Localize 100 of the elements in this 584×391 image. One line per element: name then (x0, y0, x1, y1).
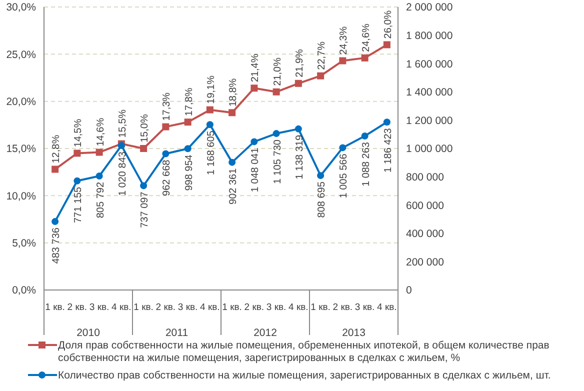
y-tick-label: 5,0% (12, 238, 36, 250)
data-label: 483 736 (51, 227, 62, 264)
data-label: 1 048 041 (250, 147, 262, 192)
point (339, 57, 346, 64)
point (140, 182, 148, 190)
x-tick-label: 3 кв. (354, 302, 375, 313)
data-label: 15,0% (140, 114, 151, 142)
point (250, 84, 258, 92)
text: 2011 (165, 327, 188, 339)
point (96, 172, 103, 180)
point (250, 138, 258, 146)
point (317, 72, 324, 80)
data-label: 17,3% (162, 92, 173, 121)
data-label: 24,6% (360, 23, 372, 52)
point (294, 125, 302, 132)
x-tick-label: 4 кв. (377, 302, 397, 313)
data-label: 771 155 (73, 186, 84, 224)
x-tick-label: 2 кв. (67, 302, 88, 313)
legend-label: Количество прав собственности на жилые помещения, зарегистрированных в сделках с жильем, шт. (58, 370, 551, 382)
legend-label: Доля прав собственности на жилые помещения, обремененных ипотекой, в общем количестве прав собственности на жилые помещения, зарегистрированных в сделках с жильем, % (58, 340, 550, 364)
text: 2013 (342, 327, 366, 339)
data-label: 15,5% (117, 109, 128, 138)
data-label: 962 668 (162, 159, 173, 196)
data-label: 24,3% (338, 26, 350, 55)
point (96, 148, 103, 156)
point (140, 145, 148, 152)
y2-tick-label: 600 000 (406, 200, 444, 212)
point (228, 158, 236, 166)
point (361, 132, 368, 140)
data-label: 19,1% (206, 75, 217, 104)
y2-tick-label: 0 (406, 284, 412, 297)
y2-tick-label: 2 000 000 (406, 2, 453, 14)
data-label: 18,8% (228, 78, 240, 107)
data-label: 998 954 (184, 154, 195, 191)
x-tick-label: 1 кв. (310, 302, 330, 313)
y2-tick-label: 800 000 (406, 171, 444, 184)
data-label: 14,5% (73, 118, 84, 148)
data-label: 12,8% (51, 134, 62, 164)
data-label: 21,0% (272, 57, 284, 86)
point (228, 109, 236, 116)
point (206, 106, 214, 114)
data-label: 1 168 605 (206, 130, 217, 176)
point (383, 118, 390, 126)
point (52, 166, 59, 173)
x-tick-label: 2 кв. (332, 302, 353, 313)
data-label: 902 361 (228, 168, 240, 204)
point (162, 150, 170, 158)
y2-tick-label: 1 800 000 (406, 30, 453, 42)
point (361, 54, 368, 62)
y-tick-label: 10,0% (6, 190, 36, 202)
x-tick-label: 4 кв. (200, 302, 220, 313)
x-tick-label: 4 кв. (112, 302, 132, 313)
point (272, 88, 280, 96)
data-label: 1 020 843 (117, 151, 128, 196)
y2-tick-label: 1 200 000 (406, 114, 453, 127)
point (206, 121, 214, 128)
y-tick-label: 20,0% (6, 96, 36, 108)
x-tick-label: 4 кв. (288, 302, 308, 313)
data-label: 1 005 566 (338, 153, 350, 198)
point (74, 177, 81, 184)
point (317, 172, 324, 180)
data-label: 1 138 319 (294, 134, 306, 180)
data-label: 21,4% (250, 54, 262, 82)
x-tick-label: 3 кв. (89, 302, 110, 313)
point (383, 41, 390, 48)
x-tick-label: 3 кв. (178, 302, 198, 313)
data-label: 1 186 423 (382, 128, 394, 173)
text: 2010 (76, 327, 100, 339)
x-tick-label: 2 кв. (244, 302, 264, 313)
data-label: 22,7% (316, 41, 328, 70)
data-label: 21,9% (294, 48, 306, 78)
x-tick-label: 1 кв. (134, 302, 154, 313)
data-label: 1 088 263 (360, 142, 372, 187)
x-tick-label: 2 кв. (156, 302, 176, 313)
x-tick-label: 3 кв. (266, 302, 286, 313)
y-tick-label: 25,0% (6, 48, 36, 61)
point (162, 123, 170, 130)
y2-tick-label: 400 000 (406, 228, 444, 240)
y-tick-label: 0,0% (12, 284, 36, 297)
data-label: 1 105 730 (272, 139, 284, 184)
y2-tick-label: 200 000 (406, 256, 444, 268)
data-label: 26,0% (382, 10, 394, 39)
data-label: 17,8% (184, 88, 195, 116)
point (294, 80, 302, 87)
x-tick-label: 1 кв. (45, 302, 65, 313)
point (52, 218, 59, 226)
text: 2012 (254, 327, 278, 339)
y2-tick-label: 1 000 000 (406, 143, 453, 156)
y-tick-label: 15,0% (6, 143, 36, 156)
point (74, 150, 81, 157)
data-label: 737 097 (140, 191, 151, 228)
point (339, 144, 346, 152)
point (272, 130, 280, 138)
data-label: 14,6% (95, 118, 106, 146)
y-tick-label: 30,0% (6, 2, 36, 14)
point (184, 145, 192, 152)
data-label: 808 695 (316, 181, 328, 218)
y2-tick-label: 1 400 000 (406, 86, 453, 99)
y2-tick-label: 1 600 000 (406, 58, 453, 70)
point (184, 118, 192, 126)
